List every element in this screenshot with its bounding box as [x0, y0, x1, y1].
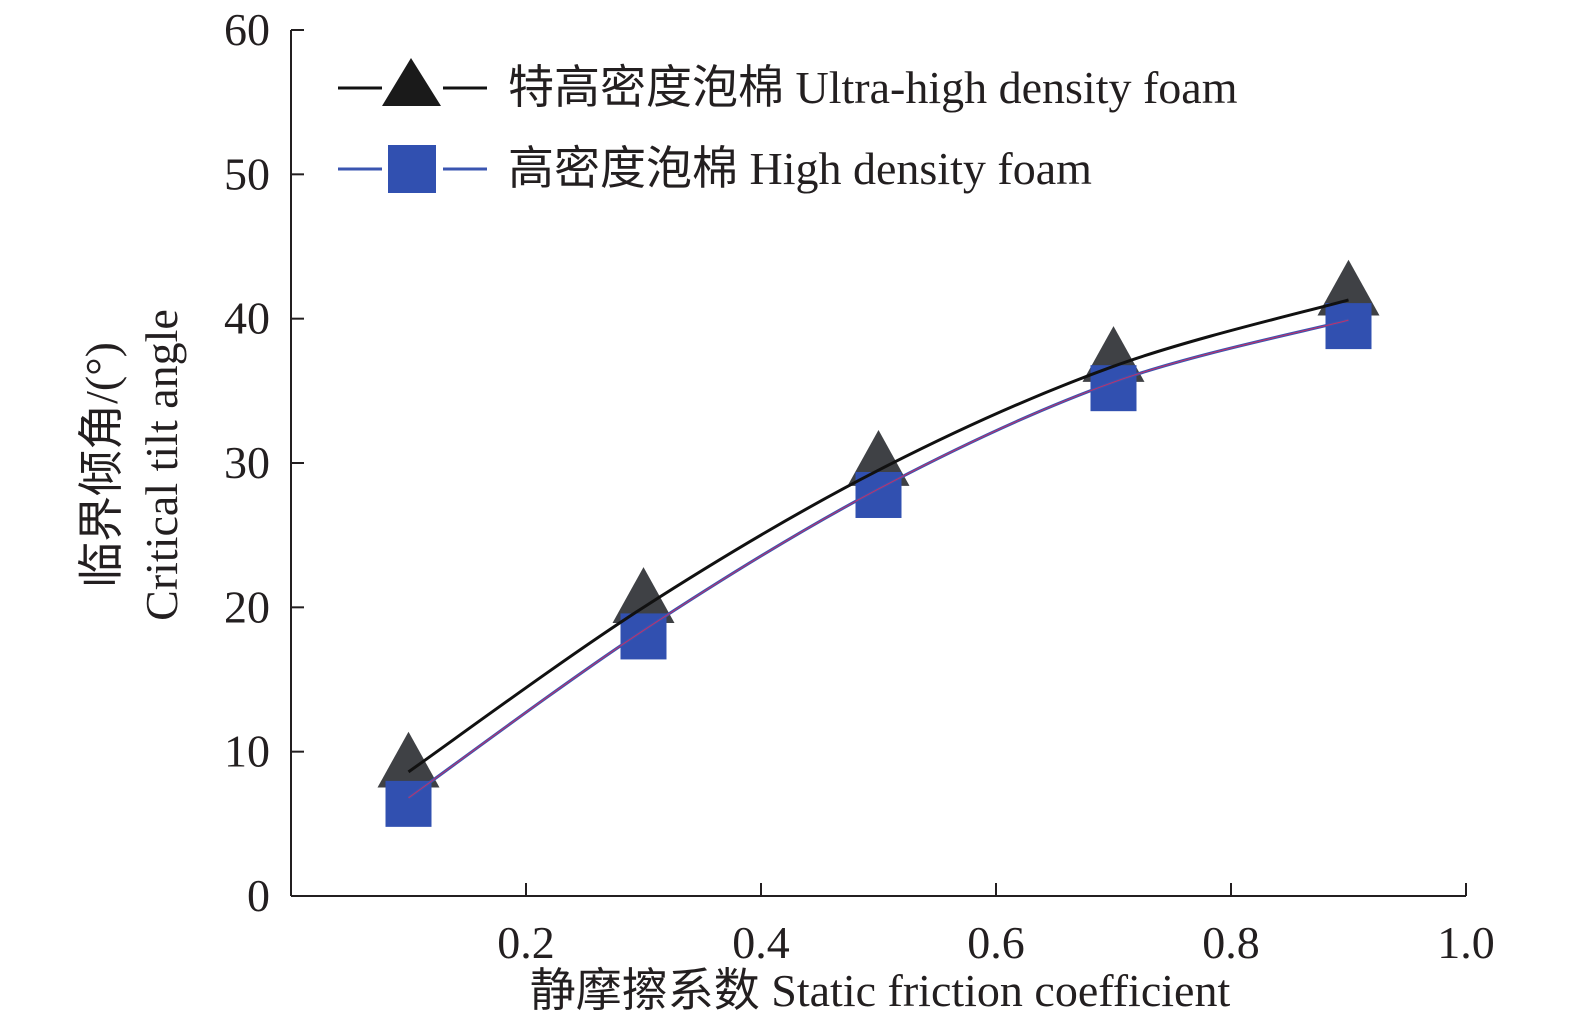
y-tick-label: 50: [224, 148, 270, 199]
legend-label: 特高密度泡棉 Ultra-high density foam: [508, 62, 1238, 113]
y-axis-title-line1: 临界倾角/(°): [76, 342, 127, 588]
x-tick-label: 0.2: [497, 917, 555, 968]
series-line-highlight: [408, 319, 1349, 799]
square-marker: [1325, 303, 1372, 350]
legend-triangle-icon: [382, 58, 441, 106]
legend-label: 高密度泡棉 High density foam: [508, 143, 1092, 194]
y-tick-label: 10: [224, 726, 270, 777]
x-tick-label: 0.4: [732, 917, 790, 968]
series-line-ultra-high-density: [407, 298, 1349, 774]
x-axis-title: 静摩擦系数 Static friction coefficient: [530, 965, 1231, 1016]
x-tick-label: 0.6: [967, 917, 1025, 968]
triangle-marker: [1317, 259, 1380, 316]
triangle-marker: [377, 731, 440, 788]
axes: 0 10 20 30 40 50 60 0.2 0.4 0.6 0.8 1.0: [224, 4, 1495, 968]
y-axis-title-line2: Critical tilt angle: [136, 309, 187, 621]
markers-group: [377, 259, 1380, 827]
y-tick-label: 30: [224, 437, 270, 488]
x-tick-label: 0.8: [1202, 917, 1260, 968]
x-tick-label: 1.0: [1437, 917, 1495, 968]
y-tick-label: 60: [224, 4, 270, 55]
series-area: [377, 259, 1380, 827]
legend-square-icon: [388, 145, 436, 193]
y-tick-label: 0: [247, 870, 270, 921]
triangle-marker: [847, 430, 910, 486]
y-tick-label: 40: [224, 293, 270, 344]
triangle-marker: [612, 567, 675, 623]
legend: 特高密度泡棉 Ultra-high density foam 高密度泡棉 High…: [338, 58, 1238, 194]
series-line-high-density: [407, 318, 1349, 800]
y-tick-label: 20: [224, 581, 270, 632]
